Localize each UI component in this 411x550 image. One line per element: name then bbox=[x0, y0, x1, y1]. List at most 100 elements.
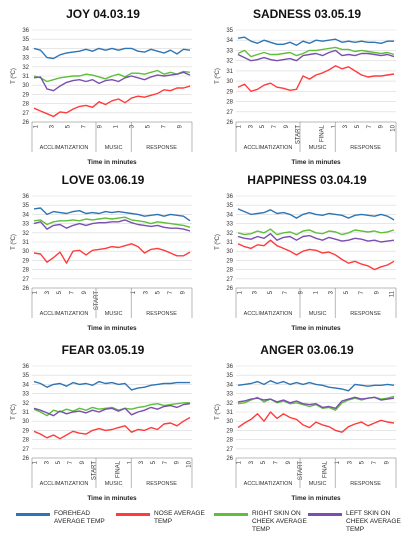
y-tick-label: 35 bbox=[22, 37, 29, 43]
y-tick-label: 36 bbox=[226, 194, 233, 200]
x-tick-label: 9 bbox=[286, 460, 292, 464]
y-tick-label: 30 bbox=[22, 249, 29, 255]
y-tick-label: 33 bbox=[22, 222, 29, 228]
x-tick-label: 5 bbox=[156, 290, 162, 294]
series-line-right bbox=[33, 402, 190, 417]
x-tick-label: 9 bbox=[384, 460, 390, 464]
series-line-nose bbox=[33, 85, 191, 118]
y-axis-label: T (ºC) bbox=[214, 234, 221, 250]
section-label: MUSIC bbox=[309, 145, 327, 151]
chart-panel: FEAR 03.05.19 26 27 28 29 30 31 32 33 34 35 36 T (ºC… bbox=[8, 340, 198, 508]
y-tick-label: 36 bbox=[22, 194, 29, 200]
chart-panel: ANGER 03.06.19 26 27 28 29 30 31 32 33 34 35 36 T (º… bbox=[212, 340, 402, 508]
y-tick-label: 27 bbox=[22, 277, 29, 283]
y-tick-label: 33 bbox=[226, 48, 233, 54]
y-tick-label: 35 bbox=[226, 373, 233, 379]
x-axis-label: Time in minutes bbox=[87, 495, 137, 502]
x-tick-label: 7 bbox=[359, 290, 365, 294]
chart-title: LOVE 03.06.19 bbox=[62, 173, 145, 187]
x-tick-label: 10 bbox=[391, 124, 397, 131]
x-tick-label: 7 bbox=[272, 124, 278, 128]
y-tick-label: 34 bbox=[226, 382, 233, 388]
x-tick-label: START bbox=[298, 461, 304, 480]
legend-label-forehead: FOREHEAD AVERAGE TEMP bbox=[54, 510, 105, 525]
x-tick-label: 3 bbox=[44, 460, 50, 464]
section-label: MUSIC bbox=[309, 311, 327, 317]
section-label: RESPONSE bbox=[146, 145, 177, 151]
x-tick-label: START bbox=[296, 125, 302, 144]
series-line-nose bbox=[33, 416, 191, 440]
legend-label-right-cheek: RIGHT SKIN ON CHEEK AVERAGE TEMP bbox=[252, 510, 307, 533]
x-tick-label: 1 bbox=[335, 460, 341, 464]
y-tick-label: 27 bbox=[226, 110, 233, 116]
x-tick-label: 1 bbox=[237, 290, 243, 294]
x-tick-label: 11 bbox=[390, 290, 396, 297]
x-tick-label: 7 bbox=[68, 460, 74, 464]
chart-panel: LOVE 03.06.19 26 27 28 29 30 31 32 33 34 35 36 T (ºC… bbox=[8, 170, 198, 338]
series-line-right bbox=[237, 46, 395, 58]
x-tick-label: 10 bbox=[187, 460, 193, 467]
x-tick-label: 7 bbox=[372, 460, 378, 464]
section-label: RESPONSE bbox=[350, 145, 381, 151]
legend-label-left-cheek: LEFT SKIN ON CHEEK AVERAGE TEMP bbox=[346, 510, 401, 533]
x-tick-label: 9 bbox=[80, 460, 86, 464]
x-tick-label: 1 bbox=[34, 124, 40, 128]
y-tick-label: 32 bbox=[226, 59, 233, 65]
x-tick-label: 3 bbox=[347, 460, 353, 464]
y-tick-label: 34 bbox=[22, 212, 29, 218]
series-line-nose bbox=[237, 239, 395, 271]
y-tick-label: 33 bbox=[22, 56, 29, 62]
legend-item-forehead: FOREHEAD AVERAGE TEMP bbox=[16, 510, 116, 526]
chart-title: JOY 04.03.19 bbox=[66, 7, 140, 21]
chart-title: HAPPINESS 03.04.19 bbox=[247, 173, 367, 187]
x-tick-label: 9 bbox=[82, 290, 88, 294]
legend-swatch-nose bbox=[116, 513, 150, 516]
x-tick-label: 9 bbox=[178, 124, 184, 128]
y-tick-label: 31 bbox=[22, 410, 29, 416]
y-axis-label: T (ºC) bbox=[10, 234, 17, 250]
y-tick-label: 31 bbox=[22, 74, 29, 80]
chart-panel: HAPPINESS 03.04.19 26 27 28 29 30 31 32 33 34 35 36… bbox=[212, 170, 402, 338]
chart-title: ANGER 03.06.19 bbox=[260, 343, 354, 357]
x-tick-label: 3 bbox=[343, 124, 349, 128]
legend-swatch-right-cheek bbox=[214, 513, 248, 516]
x-tick-label: 3 bbox=[248, 124, 254, 128]
series-line-forehead bbox=[33, 380, 190, 391]
x-tick-label: FINAL bbox=[319, 124, 325, 142]
series-line-forehead bbox=[33, 47, 191, 60]
y-tick-label: 31 bbox=[22, 240, 29, 246]
chart-title: FEAR 03.05.19 bbox=[62, 343, 145, 357]
y-axis-label: T (ºC) bbox=[10, 68, 17, 84]
x-tick-label: 9 bbox=[374, 290, 380, 294]
x-tick-label: START bbox=[92, 461, 98, 480]
section-label: RESPONSE bbox=[350, 481, 381, 487]
y-tick-label: 30 bbox=[22, 419, 29, 425]
x-tick-label: 3 bbox=[130, 124, 136, 128]
y-tick-label: 34 bbox=[226, 212, 233, 218]
series-line-forehead bbox=[33, 207, 191, 222]
y-tick-label: 32 bbox=[22, 401, 29, 407]
x-tick-label: 5 bbox=[268, 290, 274, 294]
legend-item-nose: NOSE AVERAGE TEMP bbox=[116, 510, 216, 526]
x-tick-label: 3 bbox=[143, 290, 149, 294]
section-label: ACCLIMATIZATION bbox=[244, 145, 293, 151]
series-line-forehead bbox=[237, 380, 395, 392]
x-tick-label: 1 bbox=[131, 290, 137, 294]
y-tick-label: 29 bbox=[226, 89, 233, 95]
y-tick-label: 29 bbox=[22, 428, 29, 434]
series-line-right bbox=[237, 228, 395, 236]
x-tick-label: 9 bbox=[284, 124, 290, 128]
x-tick-label: 9 bbox=[180, 290, 186, 294]
x-tick-label: 5 bbox=[57, 290, 63, 294]
section-label: MUSIC bbox=[105, 311, 123, 317]
y-tick-label: 30 bbox=[226, 249, 233, 255]
x-tick-label: 7 bbox=[163, 460, 169, 464]
y-tick-label: 36 bbox=[22, 28, 29, 34]
x-tick-label: 7 bbox=[274, 460, 280, 464]
y-tick-label: 28 bbox=[226, 100, 233, 106]
y-axis-label: T (ºC) bbox=[214, 404, 221, 420]
x-tick-label: 5 bbox=[146, 124, 152, 128]
y-tick-label: 31 bbox=[226, 410, 233, 416]
